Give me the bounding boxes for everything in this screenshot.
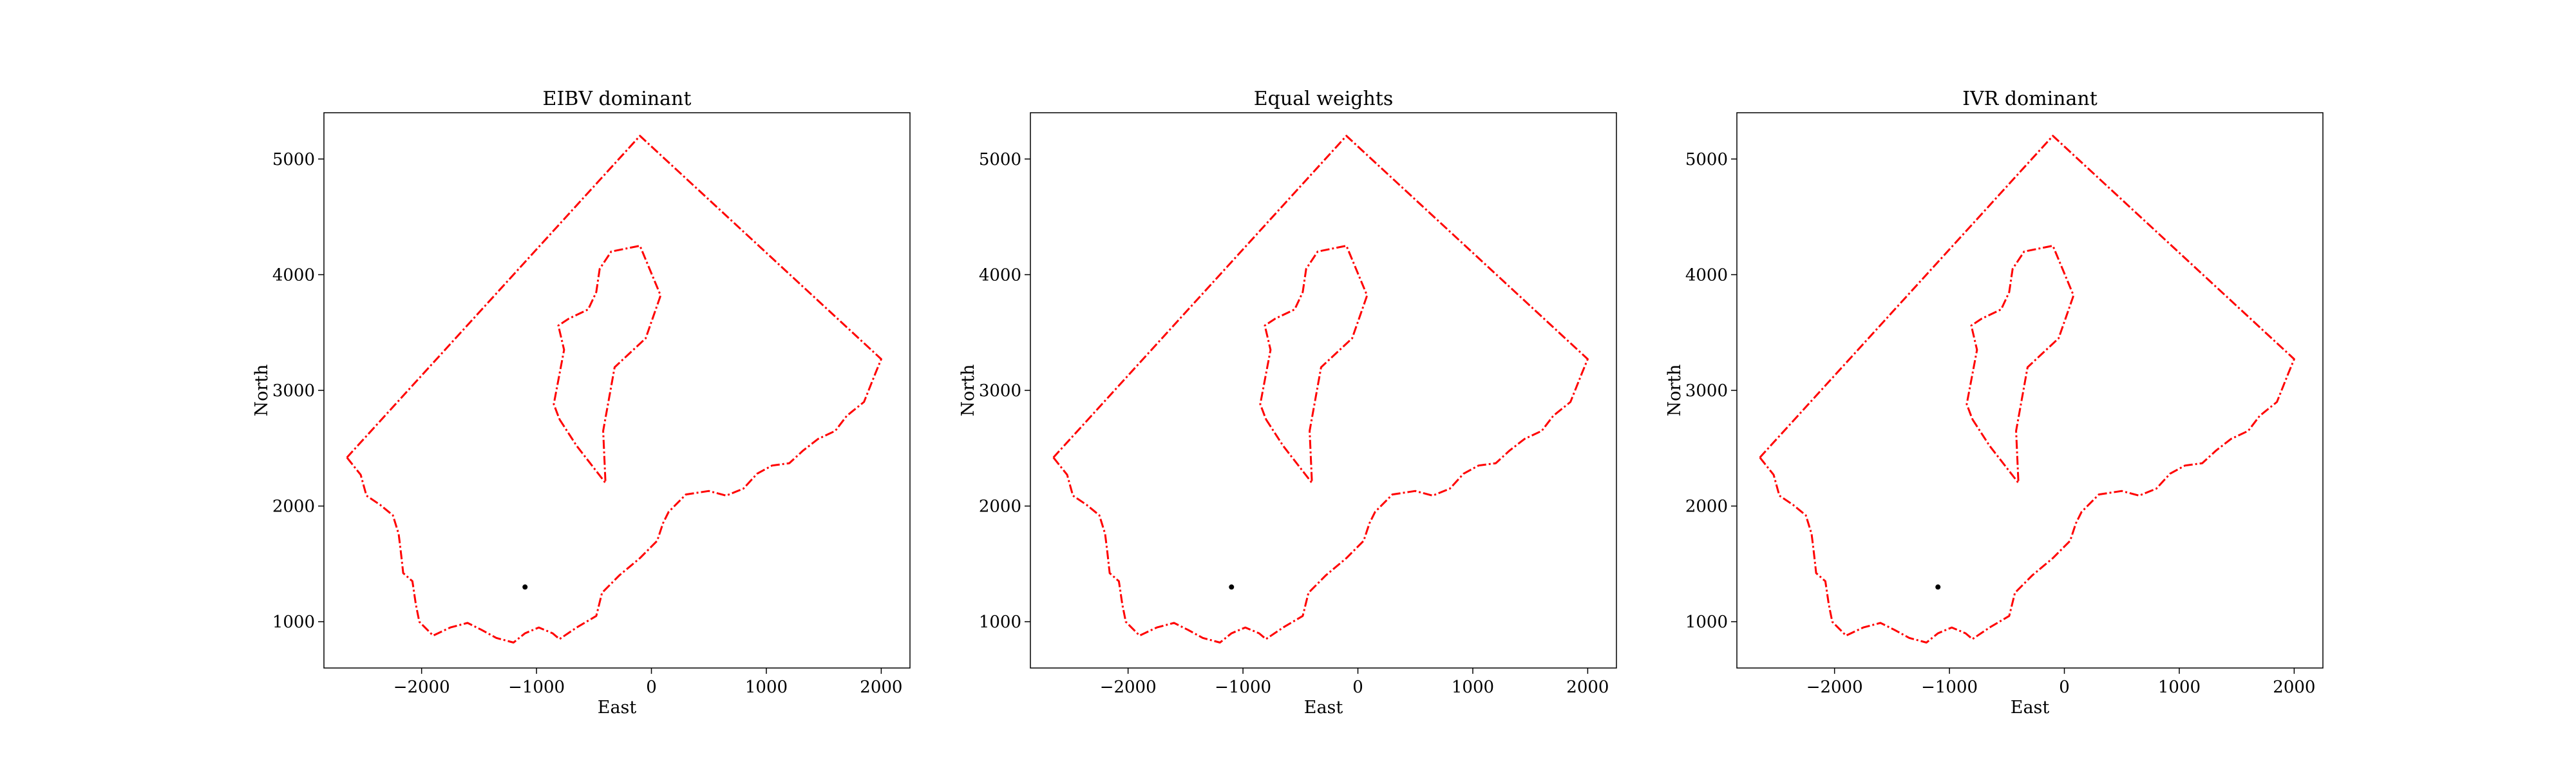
y-tick-label: 3000 xyxy=(1685,381,1728,401)
x-axis-label: East xyxy=(598,698,637,718)
outer-boundary-line xyxy=(1052,135,1589,644)
x-tick-label: −2000 xyxy=(393,678,450,697)
y-tick-label: 3000 xyxy=(272,381,315,401)
plot-area xyxy=(346,135,882,644)
y-tick-label: 5000 xyxy=(979,150,1021,169)
y-tick-label: 5000 xyxy=(1685,150,1728,169)
inner-boundary-line xyxy=(553,245,662,484)
x-tick-label: 1000 xyxy=(745,678,788,697)
x-axis-label: East xyxy=(2011,698,2050,718)
y-tick-label: 4000 xyxy=(1685,265,1728,285)
x-tick-label: 1000 xyxy=(2158,678,2201,697)
x-tick-label: 0 xyxy=(2059,678,2070,697)
axes-frame xyxy=(1736,112,2324,669)
x-tick-label: −1000 xyxy=(1921,678,1978,697)
y-tick-label: 5000 xyxy=(272,150,315,169)
subplot-2: −2000 −1000 0 1000 2000 1000 2000 3000 4000 5000 E… xyxy=(958,88,1617,718)
y-tick-label: 4000 xyxy=(272,265,315,285)
y-tick-label: 1000 xyxy=(979,613,1021,632)
y-tick-label: 2000 xyxy=(979,497,1021,517)
outer-boundary-line xyxy=(346,135,882,644)
plot-area xyxy=(1759,135,2295,644)
outer-boundary-line xyxy=(1759,135,2295,644)
y-tick-label: 3000 xyxy=(979,381,1021,401)
x-tick-label: −1000 xyxy=(1215,678,1271,697)
chart-title: IVR dominant xyxy=(1962,88,2098,110)
y-tick-label: 1000 xyxy=(1685,613,1728,632)
inner-boundary-line xyxy=(1259,245,1368,484)
axes-frame xyxy=(323,112,911,669)
x-tick-label: 1000 xyxy=(1452,678,1494,697)
x-tick-label: 0 xyxy=(646,678,657,697)
x-tick-label: 2000 xyxy=(2273,678,2315,697)
plot-area xyxy=(1052,135,1589,644)
axes-frame xyxy=(1030,112,1617,669)
x-axis-label: East xyxy=(1304,698,1343,718)
x-tick-label: −2000 xyxy=(1100,678,1157,697)
y-axis-label: North xyxy=(958,364,978,416)
inner-boundary-line xyxy=(1965,245,2075,484)
subplot-1: −2000 −1000 0 1000 2000 1000 2000 3000 4000 5000 E… xyxy=(252,88,911,718)
y-tick-label: 2000 xyxy=(1685,497,1728,517)
start-point-marker xyxy=(1935,584,1941,590)
chart-title: Equal weights xyxy=(1254,88,1393,110)
start-point-marker xyxy=(1229,584,1235,590)
y-tick-label: 2000 xyxy=(272,497,315,517)
y-tick-label: 1000 xyxy=(272,613,315,632)
chart-title: EIBV dominant xyxy=(543,88,692,110)
x-tick-label: 2000 xyxy=(1566,678,1609,697)
x-tick-label: 0 xyxy=(1352,678,1363,697)
x-tick-label: −1000 xyxy=(508,678,565,697)
start-point-marker xyxy=(522,584,528,590)
subplot-3: −2000 −1000 0 1000 2000 1000 2000 3000 4000 5000 I… xyxy=(1665,88,2324,718)
y-tick-label: 4000 xyxy=(979,265,1021,285)
y-axis-label: North xyxy=(252,364,272,416)
x-tick-label: 2000 xyxy=(860,678,902,697)
y-axis-label: North xyxy=(1665,364,1685,416)
x-tick-label: −2000 xyxy=(1806,678,1863,697)
